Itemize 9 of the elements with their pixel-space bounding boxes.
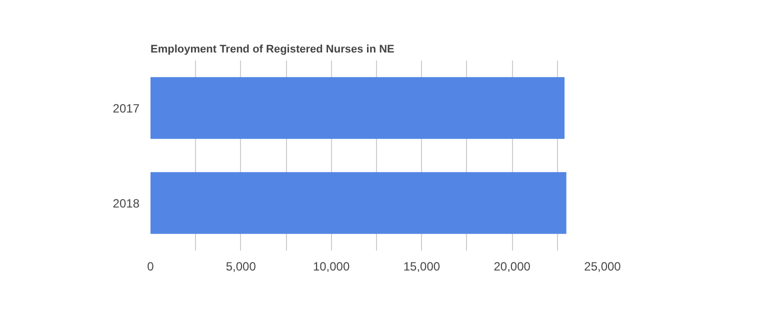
- y-tick-label: 2018: [112, 196, 140, 210]
- x-tick-label: 15,000: [403, 260, 440, 274]
- text: 5,000: [226, 260, 256, 274]
- x-tick-label: 0: [147, 260, 154, 274]
- y-tick-label: 2017: [112, 102, 140, 116]
- x-tick-label: 25,000: [584, 260, 622, 274]
- chart-title: Employment Trend of Registered Nurses in NE: [150, 44, 394, 56]
- x-tick-label: 20,000: [494, 260, 531, 274]
- x-tick-label: 10,000: [312, 260, 350, 274]
